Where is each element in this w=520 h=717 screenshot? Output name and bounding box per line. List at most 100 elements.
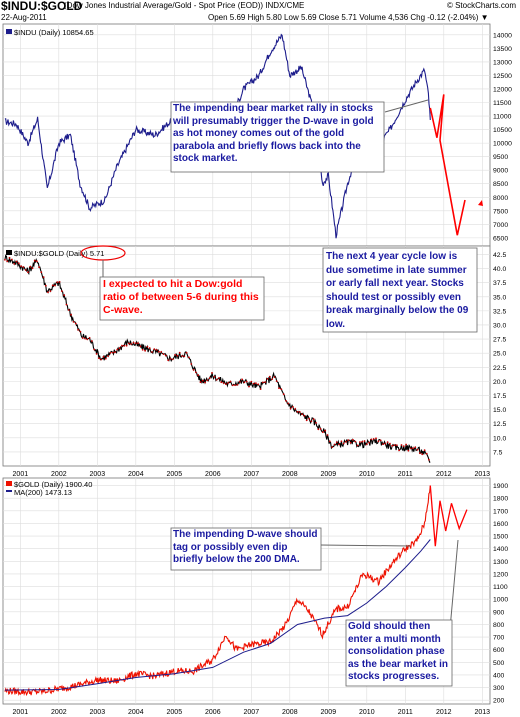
ratio-close-dot bbox=[190, 363, 193, 365]
annotation-box bbox=[345, 619, 453, 687]
ratio-close-dot bbox=[370, 438, 373, 441]
annotation-body: The impending D-wave should tag or possi… bbox=[173, 529, 317, 565]
ratio-close-dot bbox=[121, 344, 123, 347]
annotation-dow-rally: The impending bear market rally in stock… bbox=[170, 101, 385, 173]
ratio-close-dot bbox=[162, 353, 165, 355]
ratio-close-dot bbox=[95, 353, 98, 355]
ratio-close-dot bbox=[405, 443, 407, 446]
ratio-close-dot bbox=[178, 351, 181, 354]
ratio-x-tick-label: 2005 bbox=[167, 471, 183, 478]
ratio-x-tick-label: 2012 bbox=[436, 471, 452, 478]
gold-x-ticks: 2001 2002 2003 2004 2005 2006 2007 2008 2009 2010… bbox=[13, 709, 491, 716]
annotation-body: The impending bear market rally in stock… bbox=[173, 103, 374, 164]
gold-y-tick-label: 500 bbox=[493, 660, 505, 667]
ratio-y-ticks: 7.5 10.0 12.5 15.0 17.5 20.0 22.5 25.0 27.5 30.0 3… bbox=[493, 252, 506, 456]
ratio-close-dot bbox=[241, 378, 244, 381]
ratio-close-dot bbox=[111, 351, 114, 354]
annotation-body: Gold should then enter a multi month con… bbox=[348, 621, 449, 683]
ratio-close-dot bbox=[398, 449, 400, 452]
ratio-close-dot bbox=[176, 354, 179, 357]
ratio-close-dot bbox=[44, 284, 47, 287]
ratio-close-dot bbox=[409, 447, 412, 450]
ratio-close-dot bbox=[331, 446, 334, 448]
ratio-y-tick-label: 42.5 bbox=[493, 252, 506, 259]
annotation-box bbox=[170, 101, 385, 173]
gold-y-tick-label: 1600 bbox=[493, 521, 508, 528]
ratio-close-dot bbox=[389, 442, 391, 445]
ratio-close-dot bbox=[255, 382, 257, 385]
ratio-close-dot bbox=[275, 380, 278, 382]
dow-y-tick-label: 7500 bbox=[493, 208, 508, 215]
gold-x-tick-label: 2010 bbox=[359, 709, 375, 716]
ratio-close-dot bbox=[153, 348, 156, 350]
ratio-close-dot bbox=[271, 378, 273, 380]
ratio-close-dot bbox=[27, 271, 29, 274]
gold-ma-legend: MA(200) 1473.13 bbox=[14, 488, 72, 497]
annotation-text: The next 4 year cycle low is due sometim… bbox=[326, 251, 469, 330]
gold-y-tick-label: 1700 bbox=[493, 508, 508, 515]
ratio-y-tick-label: 10.0 bbox=[493, 435, 506, 442]
ratio-close-dot bbox=[146, 345, 149, 348]
ratio-close-dot bbox=[17, 262, 20, 265]
ratio-close-dot bbox=[391, 444, 394, 447]
chart-ohlc-stats: Open 5.69 High 5.80 Low 5.69 Close 5.71 … bbox=[208, 13, 489, 22]
ratio-close-dot bbox=[349, 441, 352, 444]
annotation-text: Gold should then enter a multi month con… bbox=[348, 621, 449, 683]
gold-ma-legend-swatch bbox=[6, 490, 12, 492]
ratio-close-dot bbox=[319, 428, 322, 430]
gold-y-tick-label: 800 bbox=[493, 622, 505, 629]
ratio-y-tick-label: 40.0 bbox=[493, 266, 506, 273]
ratio-close-dot bbox=[402, 445, 405, 447]
annotation-text: I expected to hit a Dow:gold ratio of be… bbox=[103, 278, 259, 316]
ratio-close-dot bbox=[328, 440, 331, 443]
ratio-close-dot bbox=[93, 348, 96, 351]
ratio-close-dot bbox=[285, 400, 287, 402]
gold-y-tick-label: 1400 bbox=[493, 546, 508, 553]
ratio-close-dot bbox=[116, 348, 119, 351]
dow-y-tick-label: 7000 bbox=[493, 222, 508, 229]
ratio-close-dot bbox=[333, 443, 336, 446]
ratio-close-dot bbox=[250, 380, 253, 383]
ratio-close-dot bbox=[419, 452, 421, 455]
ratio-close-dot bbox=[395, 444, 398, 446]
ratio-close-dot bbox=[245, 380, 248, 383]
ratio-close-dot bbox=[201, 379, 204, 382]
ratio-y-tick-label: 27.5 bbox=[493, 337, 506, 344]
ratio-close-dot bbox=[280, 388, 283, 390]
ratio-close-dot bbox=[234, 384, 237, 387]
ratio-close-dot bbox=[324, 429, 327, 432]
ratio-close-dot bbox=[84, 337, 86, 340]
ratio-close-dot bbox=[340, 440, 343, 443]
ratio-close-dot bbox=[384, 442, 387, 445]
ratio-close-dot bbox=[393, 444, 396, 446]
dow-y-tick-label: 8500 bbox=[493, 181, 508, 188]
ratio-close-dot bbox=[227, 382, 230, 384]
ratio-x-tick-label: 2010 bbox=[359, 471, 375, 478]
ratio-close-dot bbox=[42, 276, 45, 278]
dow-y-tick-label: 14000 bbox=[493, 32, 512, 39]
ratio-close-dot bbox=[382, 443, 384, 446]
ratio-close-dot bbox=[38, 266, 40, 269]
ratio-close-dot bbox=[29, 265, 32, 268]
chart-symbol-title: $INDU:$GOLD bbox=[1, 0, 83, 13]
ratio-close-dots bbox=[4, 256, 430, 461]
ratio-close-dot bbox=[118, 347, 121, 350]
gold-legend-swatch bbox=[6, 481, 12, 486]
ratio-close-dot bbox=[282, 393, 285, 396]
ratio-close-dot bbox=[33, 259, 36, 262]
ratio-close-dot bbox=[49, 290, 52, 292]
ratio-close-dot bbox=[174, 354, 177, 356]
ratio-close-dot bbox=[65, 303, 68, 306]
dow-projection-line bbox=[429, 94, 466, 236]
gold-y-tick-label: 1200 bbox=[493, 571, 508, 578]
ratio-close-dot bbox=[322, 431, 324, 434]
ratio-x-tick-label: 2003 bbox=[90, 471, 106, 478]
ratio-close-dot bbox=[195, 371, 197, 374]
ratio-close-dot bbox=[294, 408, 297, 410]
gold-y-tick-label: 1300 bbox=[493, 559, 508, 566]
ratio-close-dot bbox=[72, 321, 75, 323]
ratio-close-dot bbox=[127, 342, 130, 345]
ratio-x-tick-label: 2008 bbox=[282, 471, 298, 478]
dow-legend: $INDU (Daily) 10854.65 bbox=[14, 28, 94, 37]
ratio-close-dot bbox=[197, 374, 200, 377]
